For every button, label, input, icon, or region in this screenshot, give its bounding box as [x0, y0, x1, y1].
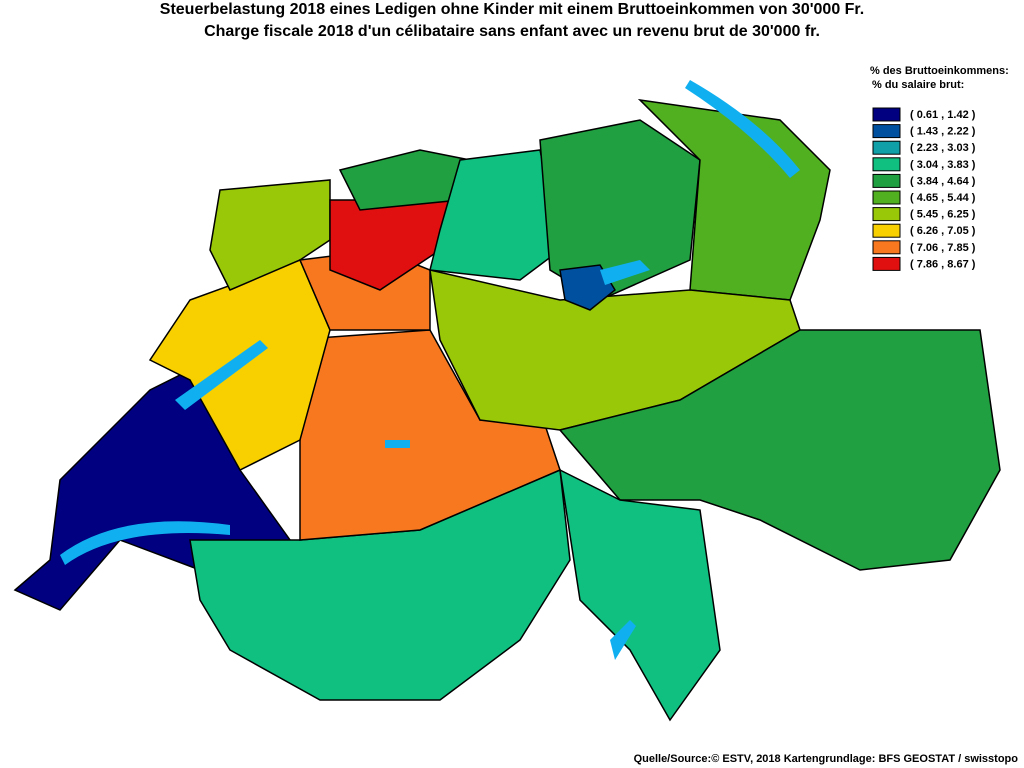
legend-swatch — [872, 157, 901, 172]
lake — [385, 440, 410, 448]
legend-label: ( 4.65 , 5.44 ) — [910, 192, 976, 204]
legend-label: ( 7.06 , 7.85 ) — [910, 242, 976, 254]
legend-label: ( 1.43 , 2.22 ) — [910, 126, 976, 138]
region — [637, 98, 831, 301]
legend-label: ( 3.84 , 4.64 ) — [910, 175, 976, 187]
lake — [175, 340, 268, 410]
legend-label: ( 3.04 , 3.83 ) — [910, 159, 976, 171]
lake — [685, 80, 800, 178]
legend-label: ( 7.86 , 8.67 ) — [910, 258, 976, 270]
legend-title-fr: % du salaire brut: — [872, 79, 964, 91]
legend-swatch — [872, 124, 901, 139]
title-fr: Charge fiscale 2018 d'un célibataire san… — [204, 23, 820, 40]
title-de: Steuerbelastung 2018 eines Ledigen ohne … — [160, 1, 864, 18]
legend: ( 0.61 , 1.42 ) ( 1.43 , 2.22 ) ( 2.23 , 3… — [872, 107, 976, 271]
legend-swatch — [872, 207, 901, 222]
region — [559, 264, 616, 311]
legend-swatch — [872, 173, 901, 188]
source: Quelle/Source:© ESTV, 2018 Kartengrundla… — [634, 753, 1019, 765]
legend-swatch — [872, 140, 901, 155]
legend-title-de: % des Bruttoeinkommens: — [870, 65, 1009, 77]
region — [559, 468, 721, 722]
legend-swatch — [872, 240, 901, 255]
legend-label: ( 5.45 , 6.25 ) — [910, 209, 976, 221]
lake — [600, 260, 650, 285]
region — [429, 149, 561, 281]
legend-label: ( 2.23 , 3.03 ) — [910, 142, 976, 154]
region — [558, 329, 1001, 571]
legend-label: ( 0.61 , 1.42 ) — [910, 109, 976, 121]
region — [539, 119, 701, 301]
legend-label: ( 6.26 , 7.05 ) — [910, 225, 976, 237]
legend-swatch — [872, 107, 901, 122]
legend-swatch — [872, 223, 901, 238]
map — [13, 80, 1001, 722]
lake — [610, 620, 636, 660]
lake — [60, 521, 230, 565]
legend-swatch — [872, 256, 901, 271]
legend-swatch — [872, 190, 901, 205]
